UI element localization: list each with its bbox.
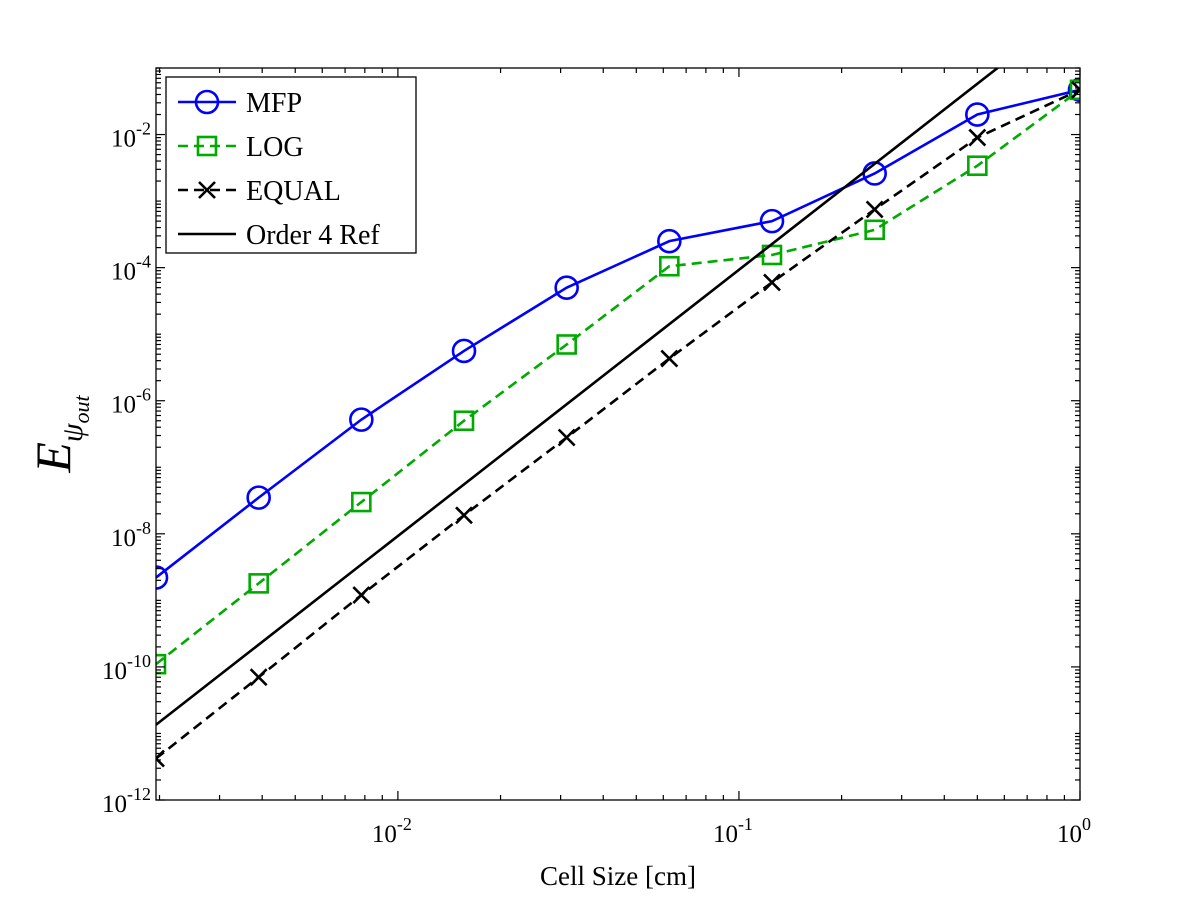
- series-line-equal: [156, 88, 1080, 760]
- data-point-equal-0: [156, 749, 165, 768]
- data-point-log-4: [556, 334, 577, 355]
- series-order-4-ref: [156, 68, 1000, 726]
- data-point-equal-3: [455, 506, 473, 525]
- series-layer: [156, 68, 1080, 768]
- data-point-mfp-6: [759, 208, 785, 234]
- y-axis-label-sub: ψ: [56, 422, 89, 442]
- legend-marker-mfp: [194, 89, 220, 115]
- data-point-mfp-9: [1067, 77, 1080, 103]
- y-tick-label: 10-10: [102, 651, 151, 685]
- data-point-equal-9: [1071, 80, 1080, 99]
- y-tick-label: 10-8: [111, 518, 151, 552]
- data-point-equal-8: [968, 128, 987, 147]
- legend-label-equal: EQUAL: [246, 176, 341, 207]
- legend-items: MFP LOG EQUAL Order 4 Ref: [178, 88, 380, 251]
- legend-label-order-4-ref: Order 4 Ref: [246, 220, 380, 251]
- legend-marker-equal: [198, 181, 216, 199]
- y-tick-label: 10-6: [111, 385, 151, 419]
- data-point-log-7: [864, 219, 885, 241]
- data-point-equal-6: [763, 273, 781, 292]
- data-point-mfp-2: [349, 407, 374, 432]
- x-tick-label: 100: [1057, 814, 1091, 848]
- legend-label-log: LOG: [246, 132, 304, 163]
- data-point-equal-5: [660, 349, 679, 368]
- series-log: [156, 79, 1080, 675]
- data-point-mfp-5: [657, 228, 682, 254]
- data-point-mfp-4: [554, 275, 579, 300]
- data-point-log-8: [967, 155, 988, 177]
- axis-tick-labels: 10-2 10-1 100 10-12 10-10 10-8 10-6 10-4 10-2: [102, 119, 1091, 848]
- legend-label-mfp: MFP: [246, 88, 302, 119]
- y-tick-label: 10-2: [111, 119, 151, 153]
- y-axis-label: Eψout: [25, 394, 94, 473]
- data-point-mfp-3: [451, 338, 477, 364]
- series-line-order-4-ref: [156, 68, 1000, 726]
- legend-box: [165, 76, 417, 254]
- y-tick-label: 10-4: [111, 252, 151, 286]
- data-point-equal-4: [557, 428, 576, 447]
- data-point-log-5: [659, 255, 680, 277]
- legend-item-order-4-ref: Order 4 Ref: [178, 220, 380, 251]
- legend-item-equal: EQUAL: [178, 176, 341, 207]
- plot-area-frame: [155, 67, 1081, 801]
- data-point-equal-7: [865, 200, 884, 219]
- y-tick-label: 10-12: [102, 784, 151, 818]
- y-axis-label-main: E: [25, 442, 81, 474]
- axis-ticks: [156, 67, 1081, 801]
- x-tick-label: 10-1: [713, 814, 753, 848]
- x-tick-label: 10-2: [372, 814, 412, 848]
- legend-item-mfp: MFP: [178, 88, 302, 119]
- data-point-equal-1: [249, 668, 268, 687]
- data-point-log-0: [156, 653, 167, 675]
- data-point-log-9: [1069, 79, 1080, 101]
- data-point-log-3: [453, 410, 475, 432]
- legend-marker-log: [196, 135, 218, 157]
- data-point-mfp-0: [156, 565, 169, 590]
- series-equal: [156, 80, 1080, 768]
- series-line-mfp: [156, 88, 1080, 579]
- data-point-mfp-1: [246, 485, 271, 510]
- data-point-log-1: [248, 573, 269, 594]
- x-axis-label: Cell Size [cm]: [540, 861, 696, 891]
- legend: MFP LOG EQUAL Order 4 Ref: [165, 76, 417, 254]
- series-line-log: [156, 88, 1080, 666]
- data-point-log-2: [351, 491, 372, 513]
- y-axis-label-subsub: out: [69, 394, 94, 423]
- data-point-mfp-8: [965, 102, 990, 127]
- data-point-log-6: [761, 244, 783, 266]
- legend-item-log: LOG: [178, 132, 304, 163]
- data-point-equal-2: [352, 586, 371, 605]
